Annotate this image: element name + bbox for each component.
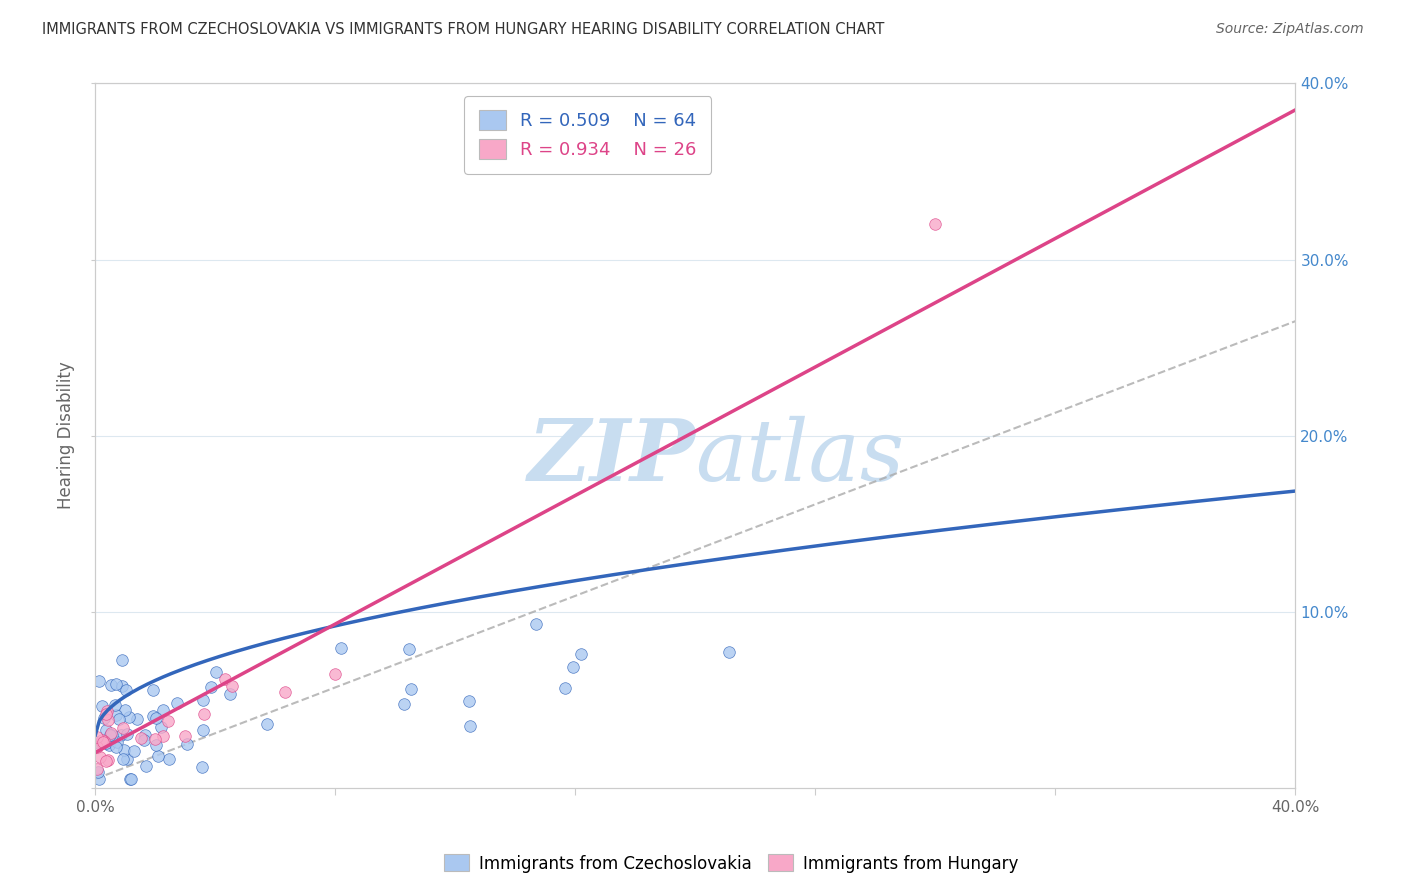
Point (120, 772, 142, 786)
Point (118, 710, 141, 724)
Point (87, 764, 110, 779)
Point (200, 680, 222, 694)
Point (87, 772, 110, 786)
Point (399, 682, 422, 697)
Point (394, 697, 416, 711)
Point (398, 642, 420, 657)
Point (166, 696, 188, 710)
Point (256, 717, 278, 731)
Point (152, 729, 174, 743)
Point (96, 754, 118, 768)
Point (111, 752, 134, 766)
Point (569, 648, 592, 662)
Legend: Immigrants from Czechoslovakia, Immigrants from Hungary: Immigrants from Czechoslovakia, Immigran… (437, 847, 1025, 880)
Point (101, 728, 124, 742)
Point (274, 685, 297, 699)
Point (110, 728, 132, 742)
Text: atlas: atlas (696, 416, 904, 498)
Point (132, 732, 155, 747)
Point (214, 672, 236, 686)
Text: Source: ZipAtlas.com: Source: ZipAtlas.com (1216, 22, 1364, 37)
Point (105, 734, 128, 748)
Point (122, 744, 145, 758)
Point (97, 713, 120, 727)
Point (524, 616, 547, 631)
Point (115, 752, 138, 766)
Legend: R = 0.509    N = 64, R = 0.934    N = 26: R = 0.509 N = 64, R = 0.934 N = 26 (464, 96, 711, 174)
Point (100, 726, 122, 740)
Point (111, 653, 134, 667)
Point (219, 687, 242, 701)
Point (93, 734, 115, 748)
Point (97, 753, 120, 767)
Point (104, 698, 127, 712)
Point (94, 723, 117, 737)
Point (86, 762, 108, 776)
Point (114, 682, 136, 697)
Point (204, 665, 226, 679)
Point (93, 711, 115, 725)
Point (105, 740, 128, 755)
Point (86, 740, 108, 755)
Text: IMMIGRANTS FROM CZECHOSLOVAKIA VS IMMIGRANTS FROM HUNGARY HEARING DISABILITY COR: IMMIGRANTS FROM CZECHOSLOVAKIA VS IMMIGR… (42, 22, 884, 37)
Point (89, 749, 111, 764)
Point (562, 660, 585, 674)
Point (193, 706, 215, 721)
Point (98, 728, 121, 742)
Point (150, 720, 173, 734)
Point (134, 728, 156, 742)
Point (458, 694, 481, 708)
Point (90, 698, 112, 713)
Point (717, 645, 740, 659)
Point (98, 739, 121, 753)
Point (156, 714, 179, 728)
Point (86, 734, 108, 748)
Point (458, 719, 481, 733)
Point (193, 723, 215, 737)
Point (120, 772, 142, 786)
Y-axis label: Hearing Disability: Hearing Disability (58, 362, 75, 509)
Point (193, 693, 215, 707)
Point (87, 673, 110, 688)
Point (93, 733, 115, 747)
Point (142, 682, 165, 697)
Point (115, 727, 138, 741)
Point (94, 707, 117, 722)
Point (145, 710, 167, 724)
Point (96, 732, 118, 747)
Point (105, 677, 128, 691)
Point (125, 712, 148, 726)
Text: ZIP: ZIP (527, 415, 696, 499)
Point (152, 703, 174, 717)
Point (111, 679, 134, 693)
Point (323, 667, 346, 681)
Point (111, 721, 134, 735)
Point (135, 759, 157, 773)
Point (176, 737, 198, 751)
Point (91, 736, 114, 750)
Point (100, 678, 122, 692)
Point (145, 738, 167, 752)
Point (96, 704, 118, 718)
Point (112, 743, 135, 757)
Point (90, 733, 112, 747)
Point (329, 640, 352, 655)
Point (86, 731, 108, 745)
Point (114, 703, 136, 717)
Point (129, 731, 152, 746)
Point (221, 679, 243, 693)
Point (104, 707, 127, 722)
Point (141, 708, 163, 723)
Point (191, 760, 214, 774)
Point (554, 681, 576, 695)
Point (174, 729, 197, 743)
Point (924, 217, 946, 231)
Point (108, 713, 131, 727)
Point (143, 731, 166, 746)
Point (157, 752, 180, 766)
Point (146, 749, 169, 764)
Point (94, 736, 117, 750)
